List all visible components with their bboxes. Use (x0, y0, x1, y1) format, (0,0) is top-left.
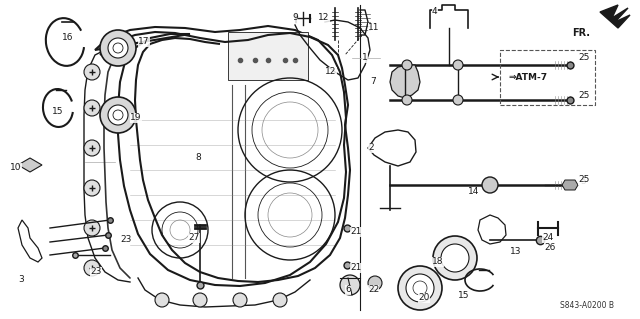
Text: 2: 2 (368, 144, 374, 152)
Text: 4: 4 (432, 8, 438, 17)
Text: 3: 3 (18, 276, 24, 285)
Text: 5: 5 (580, 177, 586, 187)
Circle shape (193, 293, 207, 307)
Text: 11: 11 (368, 24, 380, 33)
Circle shape (108, 38, 128, 58)
Circle shape (100, 30, 136, 66)
Text: 21: 21 (350, 263, 362, 272)
Text: 13: 13 (510, 248, 522, 256)
Text: 18: 18 (432, 257, 444, 266)
Text: 23: 23 (90, 268, 101, 277)
Circle shape (402, 95, 412, 105)
Text: 19: 19 (130, 114, 141, 122)
Polygon shape (18, 158, 42, 172)
Text: 12: 12 (318, 13, 330, 23)
Circle shape (84, 100, 100, 116)
Circle shape (273, 293, 287, 307)
Bar (228, 32, 308, 80)
Text: 14: 14 (468, 188, 479, 197)
Text: 15: 15 (52, 108, 63, 116)
Text: 1: 1 (362, 54, 368, 63)
Text: ⇒ATM-7: ⇒ATM-7 (508, 72, 547, 81)
Circle shape (340, 275, 360, 295)
Circle shape (84, 140, 100, 156)
Text: 9: 9 (292, 13, 298, 23)
Circle shape (453, 95, 463, 105)
Circle shape (482, 177, 498, 193)
Text: 15: 15 (458, 291, 470, 300)
Text: 25: 25 (578, 54, 589, 63)
Text: 12: 12 (325, 68, 337, 77)
Text: 8: 8 (195, 153, 201, 162)
Text: 7: 7 (370, 78, 376, 86)
Text: S843-A0200 B: S843-A0200 B (560, 301, 614, 310)
Text: 17: 17 (138, 38, 150, 47)
Circle shape (233, 293, 247, 307)
Text: 23: 23 (120, 235, 131, 244)
Circle shape (100, 97, 136, 133)
Circle shape (398, 266, 442, 310)
Circle shape (155, 293, 169, 307)
Circle shape (441, 244, 469, 272)
Text: 16: 16 (62, 33, 74, 42)
Circle shape (108, 105, 128, 125)
Text: 24: 24 (542, 234, 553, 242)
Text: 10: 10 (10, 164, 22, 173)
Circle shape (84, 260, 100, 276)
Text: 22: 22 (368, 286, 380, 294)
Text: FR.: FR. (572, 28, 590, 38)
Circle shape (84, 180, 100, 196)
Text: 25: 25 (578, 91, 589, 100)
Text: 21: 21 (350, 227, 362, 236)
Text: 27: 27 (188, 234, 200, 242)
Polygon shape (600, 5, 630, 28)
Circle shape (406, 274, 434, 302)
Circle shape (433, 236, 477, 280)
Polygon shape (390, 65, 420, 98)
Text: 20: 20 (418, 293, 429, 302)
Text: 6: 6 (345, 286, 351, 294)
Circle shape (402, 60, 412, 70)
Circle shape (368, 276, 382, 290)
Circle shape (84, 220, 100, 236)
Polygon shape (562, 180, 578, 190)
Text: 25: 25 (578, 175, 589, 184)
Circle shape (453, 60, 463, 70)
Text: 26: 26 (544, 243, 556, 253)
Circle shape (84, 64, 100, 80)
